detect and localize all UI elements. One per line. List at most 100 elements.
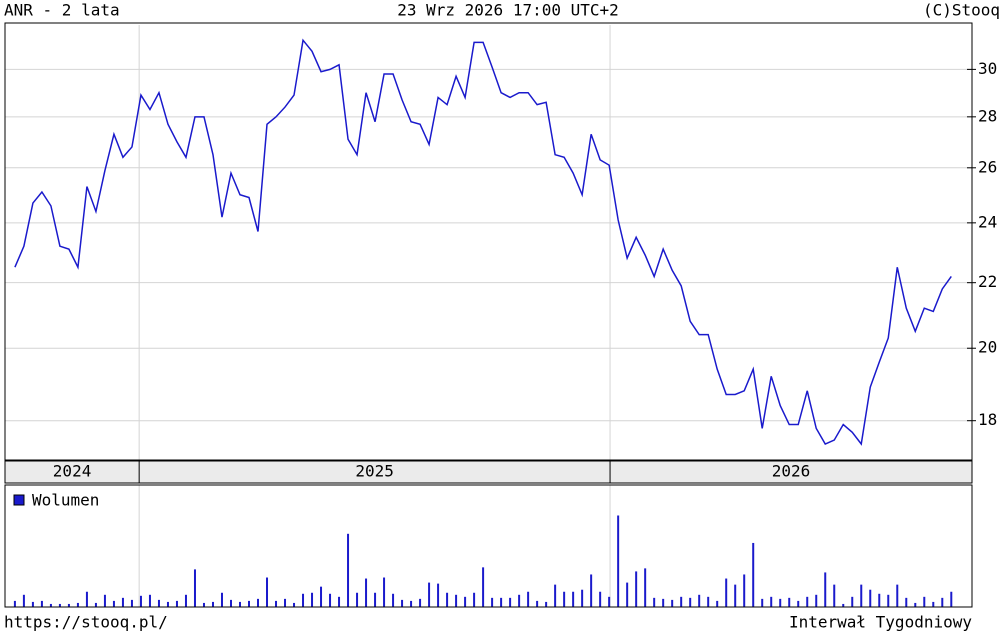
volume-bar [184, 594, 187, 607]
volume-bar [275, 600, 278, 607]
volume-bar [806, 596, 809, 607]
volume-bar [950, 591, 953, 607]
volume-bar [238, 601, 241, 607]
volume-bar [338, 596, 341, 607]
plot-frame [4, 22, 973, 461]
volume-bar [374, 592, 377, 607]
volume-bar [761, 598, 764, 607]
volume-bar [500, 597, 503, 607]
year-label: 2026 [772, 462, 811, 481]
volume-bar [211, 601, 214, 607]
y-tick-label: 26 [978, 157, 997, 176]
volume-bar [193, 569, 196, 607]
volume-bar [67, 603, 70, 607]
footer-interval: Interwał Tygodniowy [789, 613, 972, 632]
volume-bar [545, 601, 548, 607]
chart-title: ANR - 2 lata [4, 1, 120, 20]
volume-bar [788, 597, 791, 607]
volume-bar [229, 599, 232, 607]
volume-bar [320, 586, 323, 607]
volume-bar [914, 602, 917, 607]
volume-bar [860, 584, 863, 607]
volume-bar [680, 596, 683, 607]
volume-bar [121, 597, 124, 607]
volume-bar [76, 602, 79, 607]
volume-bar [139, 595, 142, 607]
volume-bar [58, 603, 61, 607]
volume-bar [896, 584, 899, 607]
volume-bar [202, 602, 205, 607]
volume-bar [869, 589, 872, 607]
volume-bar [166, 601, 169, 607]
volume-bar [815, 594, 818, 607]
volume-bar [302, 593, 305, 607]
volume-bar [482, 567, 485, 607]
volume-bar [941, 597, 944, 607]
volume-bar [698, 594, 701, 607]
volume-bar [94, 602, 97, 607]
volume-bar [878, 593, 881, 607]
volume-bar [130, 599, 133, 607]
volume-bar [383, 577, 386, 607]
volume-bar [842, 603, 845, 607]
volume-bar [644, 568, 647, 607]
volume-bar [779, 598, 782, 607]
volume-bar [311, 592, 314, 607]
volume-bar [626, 582, 629, 607]
volume-bar [13, 600, 16, 607]
volume-bar [734, 584, 737, 607]
volume-bar [635, 571, 638, 607]
volume-bar [554, 584, 557, 607]
volume-bar [932, 601, 935, 607]
y-tick-label: 28 [978, 106, 997, 125]
volume-bar [85, 591, 88, 607]
volume-bar [31, 601, 34, 607]
volume-bar [112, 600, 115, 607]
volume-bar [437, 583, 440, 607]
volume-bar [536, 600, 539, 607]
volume-bar [410, 600, 413, 607]
volume-bar [22, 594, 25, 607]
volume-bar [797, 600, 800, 607]
volume-bar [608, 596, 611, 607]
volume-bar [770, 596, 773, 607]
volume-bar [455, 594, 458, 607]
volume-bar [266, 577, 269, 607]
volume-bar [563, 591, 566, 607]
footer-url[interactable]: https://stooq.pl/ [4, 613, 168, 632]
volume-bar [527, 591, 530, 607]
y-tick-label: 30 [978, 59, 997, 78]
volume-bar [473, 592, 476, 607]
year-label: 2024 [53, 462, 92, 481]
volume-bar [581, 589, 584, 607]
volume-bar [40, 600, 43, 607]
volume-bar [716, 600, 719, 607]
volume-bar [356, 592, 359, 607]
volume-bar [743, 574, 746, 607]
volume-bar [689, 597, 692, 607]
volume-bar [103, 594, 106, 607]
volume-bar [599, 591, 602, 607]
volume-bar [257, 598, 260, 607]
volume-bar [329, 593, 332, 607]
y-tick-label: 18 [978, 410, 997, 429]
volume-bar [509, 597, 512, 607]
volume-bar [617, 515, 620, 607]
year-label: 2025 [355, 462, 394, 481]
volume-bar [419, 598, 422, 607]
volume-bar [464, 596, 467, 607]
volume-bar [905, 597, 908, 607]
volume-bar [887, 594, 890, 607]
volume-bar [157, 599, 160, 607]
volume-bar [401, 599, 404, 607]
volume-bar [365, 578, 368, 607]
volume-bar [446, 592, 449, 607]
y-tick-label: 20 [978, 338, 997, 357]
volume-bar [653, 597, 656, 607]
volume-bar [392, 593, 395, 607]
volume-bar [491, 597, 494, 607]
volume-frame [4, 484, 973, 608]
volume-bar [572, 591, 575, 607]
